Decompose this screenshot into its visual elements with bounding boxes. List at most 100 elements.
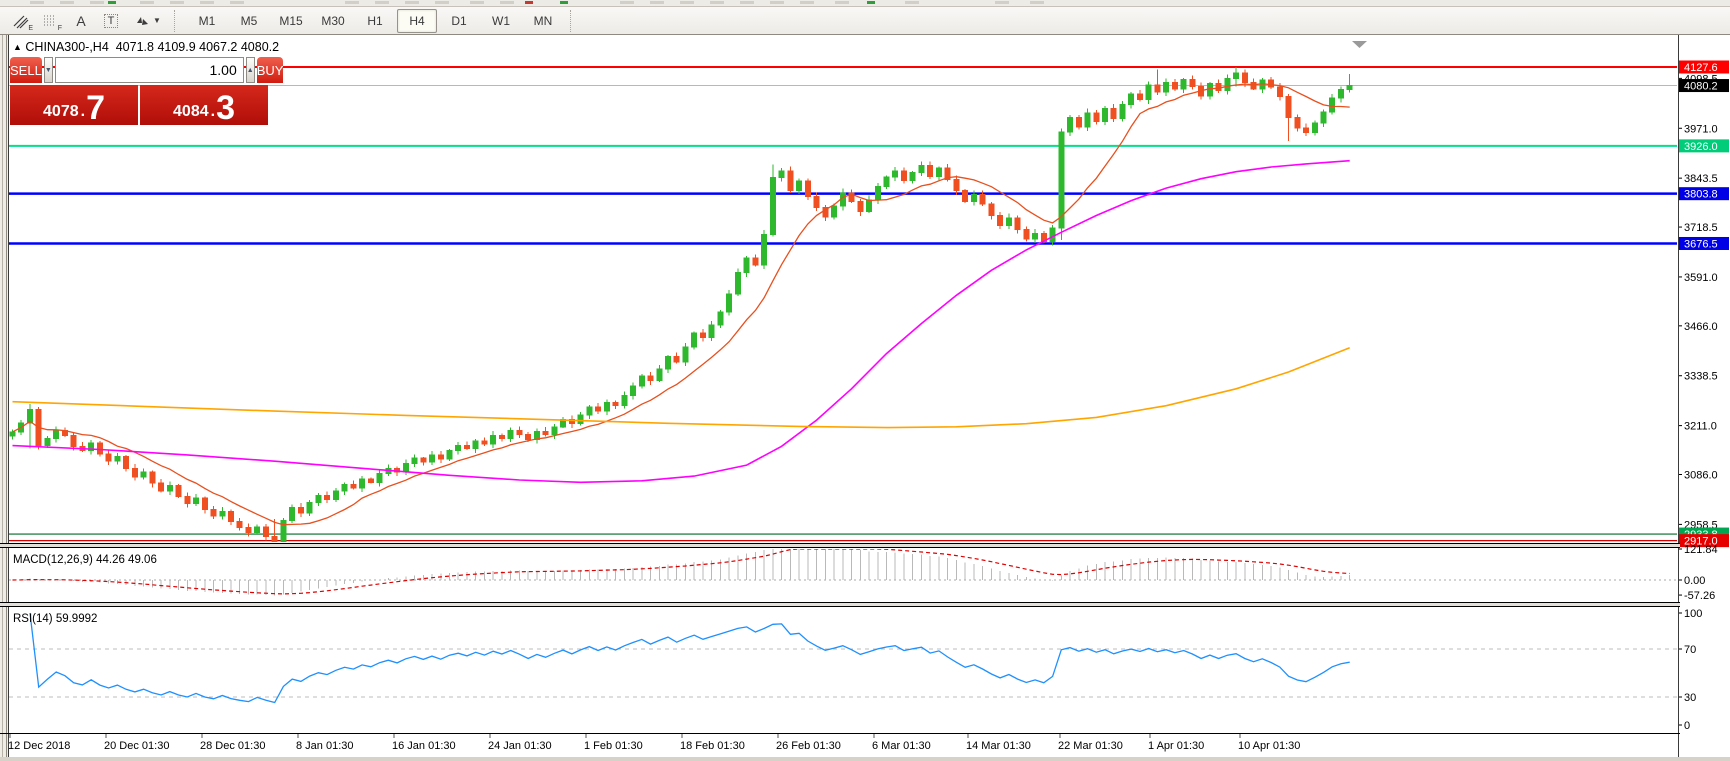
volume-input[interactable]	[54, 57, 244, 83]
time-tick-label: 20 Dec 01:30	[104, 740, 169, 752]
candle	[1171, 81, 1178, 90]
candle	[140, 471, 147, 478]
candle	[1119, 103, 1126, 119]
sell-price-display[interactable]: 4078. 7	[10, 85, 138, 125]
price-badge-3676.5: 3676.5	[1679, 236, 1729, 250]
candle	[927, 164, 934, 177]
timeframe-button-h4[interactable]: H4	[397, 8, 437, 33]
clipped-icon	[500, 1, 514, 4]
time-tick-label: 8 Jan 01:30	[296, 740, 354, 752]
timeframe-button-m5[interactable]: M5	[240, 13, 258, 28]
clipped-toolbar-row	[0, 0, 1730, 7]
candle	[481, 440, 488, 445]
timeframe-button-m15[interactable]: M15	[279, 13, 303, 28]
candle	[638, 375, 645, 387]
candle	[1346, 85, 1353, 91]
candle	[1320, 111, 1327, 124]
ma-fast-line	[12, 83, 1350, 526]
timeframe-button-mn[interactable]: MN	[533, 13, 553, 28]
candle	[498, 434, 505, 440]
timeframe-button-m1[interactable]: M1	[198, 13, 216, 28]
time-axis[interactable]: 12 Dec 2018 20 Dec 01:30 28 Dec 01:30 8 Jan…	[8, 734, 1300, 752]
chart-canvas[interactable]: 4098.53971.03843.53718.53591.03466.03338…	[0, 35, 1730, 761]
clipped-icon	[905, 1, 919, 4]
candle	[848, 192, 855, 202]
macd-rsi-splitter[interactable]	[0, 602, 1680, 607]
candle	[551, 426, 558, 436]
candle	[1014, 217, 1021, 231]
candle	[1337, 89, 1344, 99]
price-badge-4080.2: 4080.2	[1679, 79, 1729, 93]
candle	[769, 177, 776, 235]
candle	[306, 502, 313, 514]
clipped-icon	[770, 1, 784, 4]
text-label-icon[interactable]: T	[96, 8, 126, 34]
candle	[708, 324, 715, 339]
timeframe-button-w1[interactable]: W1	[492, 13, 510, 28]
macd-signal	[12, 549, 1350, 595]
rsi-scale-label: 100	[1684, 608, 1702, 620]
candle	[717, 311, 724, 326]
clipped-icon	[650, 1, 664, 4]
buy-button[interactable]: BUY	[256, 57, 284, 83]
price-badge-4127.6: 4127.6	[1679, 60, 1729, 74]
fibonacci-lines-icon[interactable]: F	[36, 8, 66, 34]
clipped-icon	[200, 1, 214, 4]
candle	[1049, 227, 1056, 242]
clipped-icon	[435, 1, 449, 4]
candle	[184, 495, 191, 504]
candle	[1241, 72, 1248, 83]
candle	[9, 431, 16, 437]
price-badge-label: 3676.5	[1684, 238, 1718, 250]
bar-shift-marker-icon	[1352, 41, 1367, 48]
timeframe-group: M1 M5 M15 M30 H1 H4 D1 W1 MN	[186, 8, 564, 33]
main-macd-splitter[interactable]	[0, 543, 1680, 548]
candle	[193, 497, 200, 504]
buy-price-display[interactable]: 4084. 3	[140, 85, 268, 125]
sell-button[interactable]: SELL	[10, 57, 42, 83]
candle	[367, 478, 374, 483]
candle	[88, 442, 95, 451]
arrow-shapes-icon[interactable]: ▼	[126, 8, 168, 34]
arrow-shapes-dropdown-icon[interactable]: ▼	[153, 16, 161, 25]
bottom-window-edge	[0, 757, 1730, 761]
candle	[1032, 233, 1039, 240]
toolbar-separator	[570, 9, 576, 32]
candle	[900, 170, 907, 181]
macd-rsi-splitter-bar[interactable]	[0, 603, 1680, 606]
timeframe-button-h1[interactable]: H1	[367, 13, 383, 28]
candle	[997, 215, 1004, 227]
price-axis[interactable]: 4098.53971.03843.53718.53591.03466.03338…	[1678, 60, 1729, 733]
candle	[612, 402, 619, 407]
candle	[1294, 117, 1301, 129]
price-badge-bg	[1679, 139, 1729, 153]
candle	[1110, 107, 1117, 119]
candle	[734, 272, 741, 295]
timeframe-button-m30[interactable]: M30	[321, 13, 345, 28]
candle	[350, 484, 357, 489]
timeframe-button-d1[interactable]: D1	[451, 13, 467, 28]
main-macd-splitter-bar[interactable]	[0, 544, 1680, 547]
candle	[490, 434, 497, 445]
text-icon[interactable]: A	[76, 12, 86, 29]
candle	[324, 495, 331, 501]
candle	[297, 506, 304, 514]
volume-decrease-button[interactable]: ▼	[43, 57, 53, 83]
candle	[53, 430, 60, 440]
candle	[44, 438, 51, 447]
volume-increase-button[interactable]: ▲	[245, 57, 255, 83]
left-window-gutter	[0, 35, 8, 761]
candle	[673, 355, 680, 363]
clipped-icon	[867, 1, 875, 4]
candle	[105, 453, 112, 462]
candle	[595, 406, 602, 412]
line-studies-icon[interactable]: E	[6, 8, 36, 34]
candle	[1163, 81, 1170, 93]
clipped-icon	[230, 1, 244, 4]
time-tick-label: 1 Feb 01:30	[584, 740, 643, 752]
candles-layer[interactable]	[9, 67, 1353, 545]
ma-slow-line	[12, 347, 1350, 429]
candle	[26, 409, 33, 424]
candle	[909, 171, 916, 181]
